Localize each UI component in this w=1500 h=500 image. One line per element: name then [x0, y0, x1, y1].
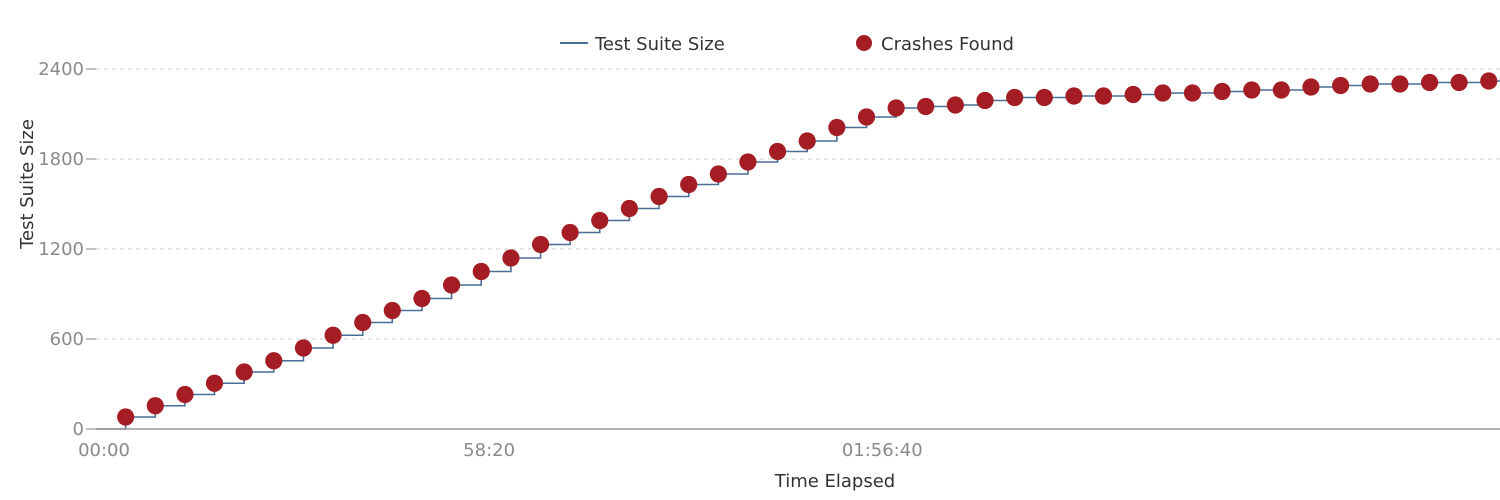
crash-point-43 [1361, 75, 1379, 93]
crash-point-18 [620, 199, 639, 218]
series-line-test-suite-size [96, 80, 1500, 430]
crash-point-34 [1094, 87, 1113, 105]
crash-point-36 [1154, 84, 1172, 102]
crash-point-6 [265, 352, 283, 370]
legend: Test Suite Size Crashes Found [560, 34, 1014, 55]
x-tick-label-2: 01:56:40 [842, 440, 923, 461]
crash-point-20 [680, 175, 698, 194]
crash-point-37 [1183, 84, 1202, 102]
crash-point-7 [294, 339, 313, 357]
crash-point-31 [1006, 88, 1024, 107]
crash-point-1 [117, 408, 135, 426]
crash-point-26 [857, 108, 876, 126]
y-tick-label-2400: 2400 [38, 59, 84, 80]
crash-point-25 [828, 118, 846, 137]
legend-label-test-suite-size: Test Suite Size [594, 34, 725, 55]
crash-point-17 [591, 211, 609, 230]
x-tick-label-1: 58:20 [463, 440, 515, 461]
y-tick-label-600: 600 [50, 329, 84, 350]
crash-point-2 [146, 397, 164, 415]
y-tick-label-0: 0 [73, 419, 84, 440]
crash-point-8 [324, 326, 342, 344]
crash-point-21 [709, 165, 727, 183]
crash-point-4 [205, 374, 224, 392]
legend-label-crashes-found: Crashes Found [881, 34, 1014, 55]
crash-point-24 [798, 132, 816, 150]
crash-point-27 [887, 99, 905, 117]
crash-point-12 [443, 276, 461, 294]
crash-point-32 [1035, 88, 1053, 107]
crash-point-14 [502, 249, 520, 267]
crash-point-19 [650, 187, 668, 206]
crash-point-46 [1450, 73, 1468, 92]
x-tick-label-0: 00:00 [78, 440, 130, 461]
axes-layer: 0 600 1200 1800 2400 00:00 58:20 01:56:40 [38, 59, 1500, 461]
crash-point-45 [1420, 73, 1439, 92]
crash-point-11 [413, 289, 431, 308]
y-tick-label-1800: 1800 [38, 149, 84, 170]
crash-point-3 [176, 385, 194, 404]
crash-point-40 [1272, 81, 1290, 99]
grid-layer [96, 68, 1500, 340]
crash-point-30 [976, 91, 994, 110]
x-axis-label: Time Elapsed [774, 471, 895, 492]
crash-point-44 [1391, 75, 1409, 93]
legend-swatch-crashes-found [856, 35, 872, 51]
crash-point-13 [472, 262, 490, 281]
series-layer [96, 72, 1500, 430]
crash-point-16 [561, 223, 579, 242]
y-tick-label-1200: 1200 [38, 239, 84, 260]
crash-point-38 [1213, 82, 1231, 101]
y-axis-label: Test Suite Size [17, 119, 38, 250]
crash-point-10 [383, 301, 401, 320]
crash-point-5 [235, 363, 253, 381]
crash-point-41 [1302, 78, 1320, 96]
crash-point-23 [768, 142, 787, 161]
crash-point-9 [354, 313, 372, 332]
crash-point-35 [1124, 85, 1142, 104]
crash-point-39 [1243, 81, 1261, 99]
crash-point-42 [1332, 76, 1350, 95]
crash-point-28 [917, 97, 935, 116]
crash-point-33 [1065, 87, 1083, 105]
crash-point-29 [946, 96, 964, 114]
crash-point-22 [739, 153, 757, 171]
crash-point-47 [1480, 72, 1498, 90]
crash-point-15 [531, 235, 550, 254]
